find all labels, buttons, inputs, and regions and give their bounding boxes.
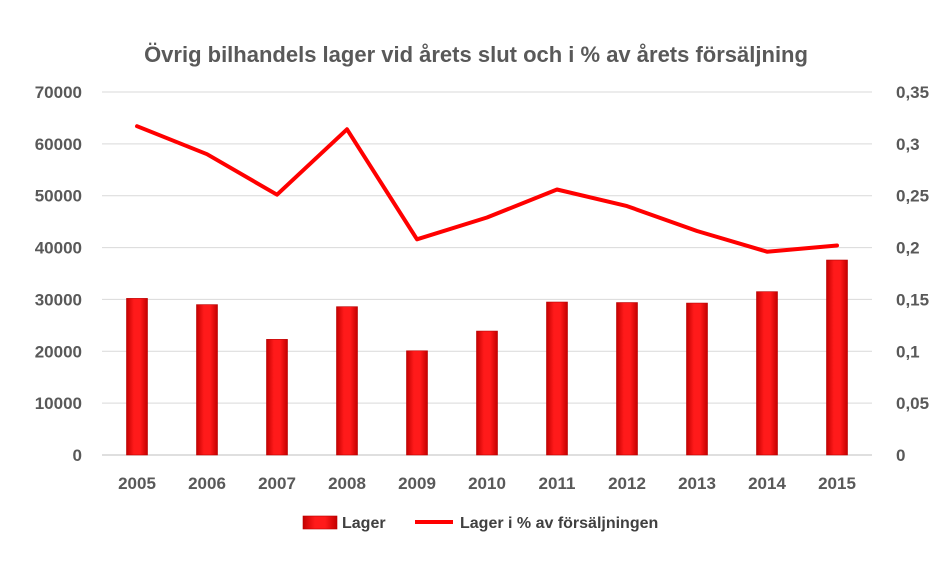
- bar: [266, 339, 288, 456]
- x-tick-label: 2012: [608, 474, 646, 493]
- right-tick-label: 0,25: [896, 187, 929, 206]
- legend-label-lager-procent: Lager i % av försäljningen: [460, 515, 658, 532]
- series-line: [135, 124, 839, 254]
- bar: [406, 350, 428, 456]
- left-tick-label: 60000: [35, 135, 82, 154]
- bar: [546, 301, 568, 456]
- x-tick-label: 2015: [818, 474, 856, 493]
- x-tick-label: 2005: [118, 474, 156, 493]
- x-tick-label: 2008: [328, 474, 366, 493]
- right-tick-label: 0,05: [896, 394, 929, 413]
- right-y-axis: 0 0,05 0,1 0,15 0,2 0,25 0,3 0,35: [896, 83, 929, 465]
- left-tick-label: 0: [73, 446, 82, 465]
- bar: [756, 291, 778, 456]
- bar: [336, 306, 358, 456]
- bar: [616, 302, 638, 456]
- bar-series-lager: [126, 259, 848, 456]
- x-tick-label: 2014: [748, 474, 786, 493]
- x-tick-label: 2011: [539, 474, 576, 493]
- legend-label-lager: Lager: [342, 515, 386, 532]
- right-tick-label: 0,15: [896, 290, 929, 309]
- bar: [126, 298, 148, 456]
- legend: Lager Lager i % av försäljningen: [302, 515, 658, 532]
- left-tick-label: 10000: [35, 394, 82, 413]
- right-tick-label: 0,3: [896, 135, 920, 154]
- left-y-axis: 0 10000 20000 30000 40000 50000 60000 70000: [35, 83, 82, 465]
- bar: [686, 302, 708, 456]
- bar: [826, 259, 848, 456]
- bar: [476, 330, 498, 456]
- left-tick-label: 20000: [35, 342, 82, 361]
- x-tick-label: 2010: [468, 474, 506, 493]
- line-series-lager-procent: [135, 124, 839, 254]
- left-tick-label: 30000: [35, 290, 82, 309]
- bar: [196, 304, 218, 456]
- x-tick-label: 2013: [678, 474, 716, 493]
- chart-title: Övrig bilhandels lager vid årets slut oc…: [144, 42, 808, 67]
- left-tick-label: 40000: [35, 239, 82, 258]
- left-tick-label: 70000: [35, 83, 82, 102]
- legend-swatch-lager: [302, 515, 338, 530]
- x-axis: 2005 2006 2007 2008 2009 2010 2011 2012 2013 2014…: [118, 474, 856, 493]
- right-tick-label: 0,35: [896, 83, 929, 102]
- right-tick-label: 0,1: [896, 342, 920, 361]
- x-tick-label: 2009: [398, 474, 436, 493]
- right-tick-label: 0: [896, 446, 905, 465]
- left-tick-label: 50000: [35, 187, 82, 206]
- x-tick-label: 2007: [258, 474, 296, 493]
- x-tick-label: 2006: [188, 474, 226, 493]
- right-tick-label: 0,2: [896, 239, 920, 258]
